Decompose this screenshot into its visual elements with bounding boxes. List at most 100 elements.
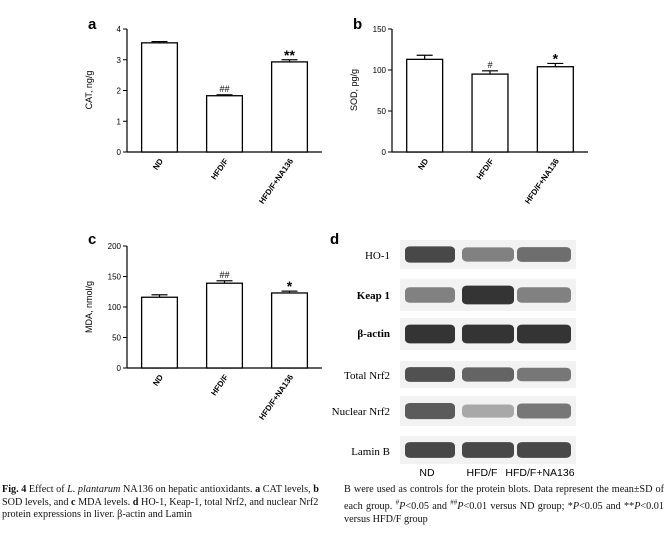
- panel-letter-c: c: [88, 231, 96, 248]
- bar: [140, 42, 179, 153]
- y-tick-label: 100: [373, 66, 387, 75]
- blot-lane-label-hfdf: HFD/F: [467, 467, 498, 479]
- caption-right-column: B were used as controls for the protein …: [344, 484, 664, 526]
- y-tick-label: 150: [108, 273, 122, 282]
- blot-band: [462, 442, 514, 458]
- category-label: HFD/F: [475, 157, 496, 182]
- caption-fragment: P: [457, 500, 464, 512]
- blot-row-label: Nuclear Nrf2: [332, 406, 390, 418]
- significance-mark: *: [553, 50, 559, 66]
- blot-band: [517, 442, 571, 458]
- y-tick-label: 100: [108, 303, 122, 312]
- caption-fragment: B were used as controls for the protein …: [344, 484, 664, 512]
- caption-fragment: P: [399, 500, 406, 512]
- caption-fragment: MDA levels.: [75, 496, 133, 508]
- blot-band: [517, 324, 571, 344]
- caption-fragment: <0.05 and: [405, 500, 451, 512]
- caption-left-column: Fig. 4 Effect of L. plantarum NA136 on h…: [2, 484, 324, 522]
- blot-band: [462, 324, 514, 344]
- category-label: HFD/F+NA136: [523, 157, 561, 206]
- bar: [406, 58, 444, 153]
- y-tick-label: 50: [112, 334, 121, 343]
- bar: [205, 95, 244, 153]
- y-tick-label: 0: [382, 148, 387, 157]
- caption-fragment: <0.01 versus ND group; *: [463, 500, 573, 512]
- category-label: HFD/F+NA136: [257, 373, 295, 422]
- caption-fragment: #: [395, 498, 400, 507]
- y-tick-label: 200: [108, 242, 122, 251]
- y-tick-label: 2: [117, 87, 122, 96]
- y-axis-label: MDA, nmol/g: [84, 281, 94, 333]
- caption-fragment: CAT levels,: [260, 484, 314, 495]
- caption-fragment: ##: [450, 498, 458, 507]
- blot-band: [517, 367, 571, 382]
- blot-lane-label-nd: ND: [419, 467, 435, 479]
- bar: [270, 292, 309, 369]
- y-tick-label: 50: [377, 107, 386, 116]
- blot-band: [405, 324, 455, 344]
- blot-row-label: Lamin B: [351, 446, 390, 458]
- bar: [205, 282, 244, 369]
- blot-band: [462, 367, 514, 382]
- blot-row-label: HO-1: [365, 250, 390, 262]
- y-tick-label: 0: [117, 364, 122, 373]
- blot-band: [517, 403, 571, 419]
- caption-fragment: NA136 on hepatic antioxidants.: [120, 484, 256, 495]
- panel-letter-d: d: [330, 231, 339, 248]
- category-label: ND: [416, 157, 430, 172]
- y-axis-label: CAT, ng/g: [84, 71, 94, 110]
- caption-fragment: Effect of: [28, 484, 68, 495]
- y-tick-label: 3: [117, 56, 122, 65]
- blot-row-label: β-actin: [357, 328, 390, 340]
- caption-fragment: L. plantarum: [67, 484, 121, 495]
- caption-right-text: B were used as controls for the protein …: [344, 484, 664, 525]
- caption-fragment: HO-1, Keap-1, total Nrf2, and nuclear Nr…: [2, 496, 319, 521]
- chart-sod-levels: 0 50 100 150 SOD, pg/g ND # HFD/F * HFD/F+NA136: [349, 25, 588, 206]
- blot-band: [462, 285, 514, 305]
- significance-mark: ##: [219, 270, 229, 280]
- blot-band: [405, 402, 455, 420]
- caption-fragment: P: [572, 500, 580, 512]
- caption-fragment: P: [634, 500, 641, 512]
- bar: [140, 296, 179, 369]
- significance-mark: ##: [219, 84, 229, 94]
- blot-row-label: Total Nrf2: [344, 370, 390, 382]
- category-label: HFD/F: [209, 157, 230, 182]
- bar: [536, 66, 574, 153]
- panel-letter-b: b: [353, 16, 362, 33]
- bar: [471, 73, 509, 153]
- category-label: HFD/F: [209, 373, 230, 398]
- blot-band: [517, 287, 571, 303]
- caption-fragment: c: [71, 496, 76, 508]
- blot-band: [405, 287, 455, 303]
- caption-left-text: Effect of L. plantarum NA136 on hepatic …: [2, 484, 319, 520]
- caption-fragment: <0.05 and **: [579, 500, 635, 512]
- caption-fragment: a: [255, 484, 261, 495]
- caption-fragment: d: [132, 496, 139, 508]
- y-tick-label: 1: [117, 117, 122, 126]
- significance-mark: #: [487, 60, 492, 70]
- y-tick-label: 150: [373, 25, 387, 34]
- category-label: HFD/F+NA136: [257, 157, 295, 206]
- blot-band: [517, 247, 571, 262]
- caption-fragment: <0.01 versus HFD/F group: [344, 500, 664, 525]
- blot-row-label: Keap 1: [357, 290, 390, 302]
- blot-band: [462, 404, 514, 418]
- blot-band: [405, 442, 455, 458]
- category-label: ND: [151, 157, 165, 172]
- blot-band: [405, 367, 455, 382]
- category-label: ND: [151, 373, 165, 388]
- blot-band: [462, 247, 514, 262]
- y-tick-label: 4: [117, 25, 122, 34]
- y-tick-label: 0: [117, 148, 122, 157]
- blot-lane-label-hfdf-na136: HFD/F+NA136: [505, 467, 574, 479]
- caption-fragment: SOD levels, and: [2, 496, 72, 508]
- significance-mark: *: [287, 278, 293, 294]
- panel-letter-a: a: [88, 16, 97, 33]
- chart-mda-levels: 0 50 100 150 200 MDA, nmol/g ND ## HFD/F * HFD/F+N…: [84, 242, 322, 422]
- chart-cat-levels: 0 1 2 3 4 CAT, ng/g ND ## HFD/F ** HFD/F+NA136: [84, 25, 322, 206]
- bar: [270, 61, 309, 153]
- western-blot: HO-1 Keap 1 β-actin Total Nrf2 Nuclear N…: [332, 240, 576, 479]
- significance-mark: **: [284, 47, 295, 63]
